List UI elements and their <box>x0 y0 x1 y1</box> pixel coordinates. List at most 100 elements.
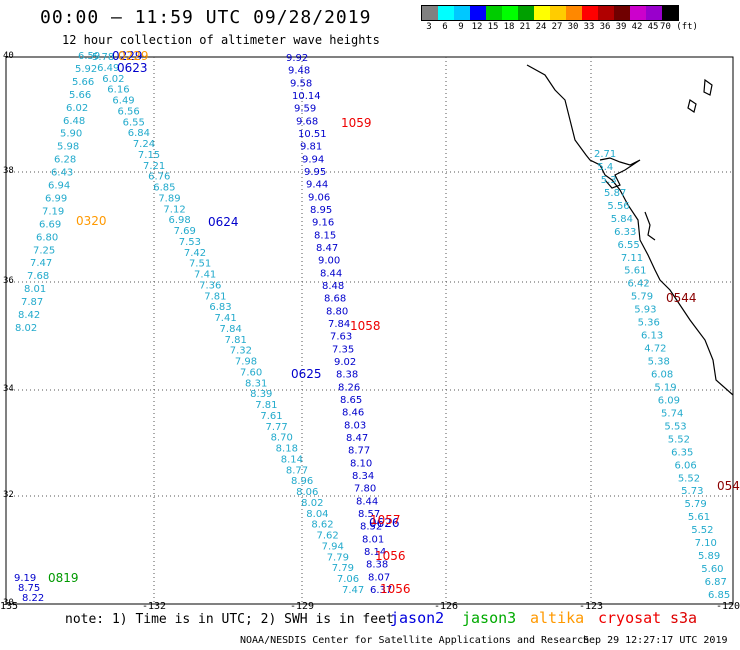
wave-height-value: 6.37 <box>370 585 392 596</box>
inland-water <box>644 211 656 241</box>
wave-height-value: 8.68 <box>324 294 346 305</box>
wave-height-value: 4.72 <box>644 344 666 355</box>
wave-height-value: 8.57 <box>358 509 380 520</box>
wave-height-value: 8.96 <box>291 476 313 487</box>
wave-height-value: 7.11 <box>621 253 643 264</box>
legend-swatch <box>454 6 470 20</box>
wave-height-value: 6.76 <box>148 172 170 183</box>
wave-height-value: 7.77 <box>265 422 287 433</box>
wave-height-value: 8.77 <box>348 446 370 457</box>
wave-height-value: 9.19 <box>14 573 36 584</box>
wave-height-value: 6.33 <box>614 227 636 238</box>
wave-height-value: 7.81 <box>204 291 226 302</box>
satellite-legend-altika: altika <box>530 609 585 627</box>
legend-swatch <box>502 6 518 20</box>
latitude-label: 38 <box>3 166 14 176</box>
wave-height-value: 6.55 <box>123 117 145 128</box>
wave-height-value: 7.47 <box>342 585 364 596</box>
wave-height-value: 7.62 <box>316 531 338 542</box>
wave-height-value: 7.47 <box>30 258 52 269</box>
wave-height-value: 5.19 <box>654 382 676 393</box>
wave-height-value: 7.79 <box>327 552 349 563</box>
longitude-label: -135 <box>0 601 19 612</box>
wave-height-value: 8.14 <box>364 547 386 558</box>
wave-height-value: 9.48 <box>288 66 310 77</box>
legend-swatch <box>598 6 614 20</box>
wave-height-value: 9.94 <box>302 154 324 165</box>
legend-label: 70 (ft) <box>660 22 698 32</box>
pass-time-label: 0623 <box>117 61 148 75</box>
wave-height-value: 7.89 <box>158 193 180 204</box>
wave-height-value: 8.02 <box>301 498 323 509</box>
pass-time-label: 0819 <box>48 571 79 585</box>
longitude-label: -123 <box>578 601 604 612</box>
wave-height-value: 8.07 <box>368 572 390 583</box>
longitude-label: -132 <box>141 601 167 612</box>
wave-height-value: 9.58 <box>290 78 312 89</box>
wave-height-value: 2.71 <box>594 149 616 160</box>
pass-time-label: 1058 <box>350 319 381 333</box>
legend-label: 39 <box>615 22 627 32</box>
wave-height-value: 6.35 <box>671 447 693 458</box>
legend-swatch <box>550 6 566 20</box>
wave-height-value: 6.49 <box>97 63 119 74</box>
wave-height-value: 6.55 <box>617 240 639 251</box>
legend-label: 45 <box>647 22 659 32</box>
wave-height-values: 6.59 5.92 5.66 5.66 6.02 6.48 5.90 5.98 6.28 6.43… <box>14 51 730 604</box>
wave-height-value: 9.68 <box>296 116 318 127</box>
wave-height-value: 7.24 <box>133 139 155 150</box>
wave-height-value: 6.02 <box>66 103 88 114</box>
wave-height-value: 8.95 <box>310 205 332 216</box>
legend-swatch <box>566 6 582 20</box>
wave-height-value: 8.14 <box>281 454 303 465</box>
wave-height-value: 7.84 <box>328 319 350 330</box>
wave-height-value: 6.69 <box>39 219 61 230</box>
legend-swatch <box>630 6 646 20</box>
wave-height-value: 8.03 <box>344 420 366 431</box>
legend-label: 3 <box>426 22 432 32</box>
wave-height-value: 7.32 <box>230 346 252 357</box>
wave-height-value: 5.90 <box>60 129 82 140</box>
wave-height-value: 8.01 <box>362 534 384 545</box>
wave-height-value: 9.00 <box>318 256 340 267</box>
satellite-legend-cryosat: cryosat <box>598 609 662 627</box>
wave-height-value: 9.81 <box>300 142 322 153</box>
wave-height-value: 6.42 <box>628 279 650 290</box>
wave-height-value: 9.92 <box>286 53 308 64</box>
wave-height-value: 9.59 <box>294 104 316 115</box>
wave-height-value: 6.43 <box>51 168 73 179</box>
lake <box>703 78 713 96</box>
wave-height-value: 6.13 <box>641 331 663 342</box>
legend-label: 6 <box>442 22 448 32</box>
wave-height-value: 7.68 <box>27 271 49 282</box>
wave-height-value: 5.60 <box>701 564 723 575</box>
wave-height-value: 8.62 <box>311 520 333 531</box>
pass-time-label: 0320 <box>76 214 107 228</box>
wave-height-value: 8.06 <box>296 487 318 498</box>
longitude-label: -120 <box>715 601 740 612</box>
wave-height-value: 8.65 <box>340 395 362 406</box>
wave-height-value: 6.83 <box>209 302 231 313</box>
wave-height-value: 6.80 <box>36 232 58 243</box>
wave-height-value: 5.66 <box>72 77 94 88</box>
wave-height-value: 7.94 <box>322 541 344 552</box>
wave-height-value: 8.34 <box>352 471 374 482</box>
wave-height-value: 7.98 <box>235 357 257 368</box>
wave-height-value: 7.15 <box>138 150 160 161</box>
map-frame <box>5 56 734 605</box>
wave-height-value: 7.53 <box>179 237 201 248</box>
wave-height-value: 5.56 <box>607 201 629 212</box>
wave-height-value: 7.61 <box>260 411 282 422</box>
wave-height-value: 7.41 <box>194 270 216 281</box>
wave-height-value: 7.60 <box>240 367 262 378</box>
wave-height-value: 10.14 <box>292 91 321 102</box>
legend-swatch <box>486 6 502 20</box>
satellite-legend-s3a: s3a <box>670 609 698 627</box>
wave-height-value: 8.26 <box>338 382 360 393</box>
wave-height-value: 6.28 <box>54 155 76 166</box>
legend-label: 15 <box>487 22 499 32</box>
wave-height-value: 6.56 <box>118 106 140 117</box>
latitude-label: 30 <box>3 598 14 608</box>
